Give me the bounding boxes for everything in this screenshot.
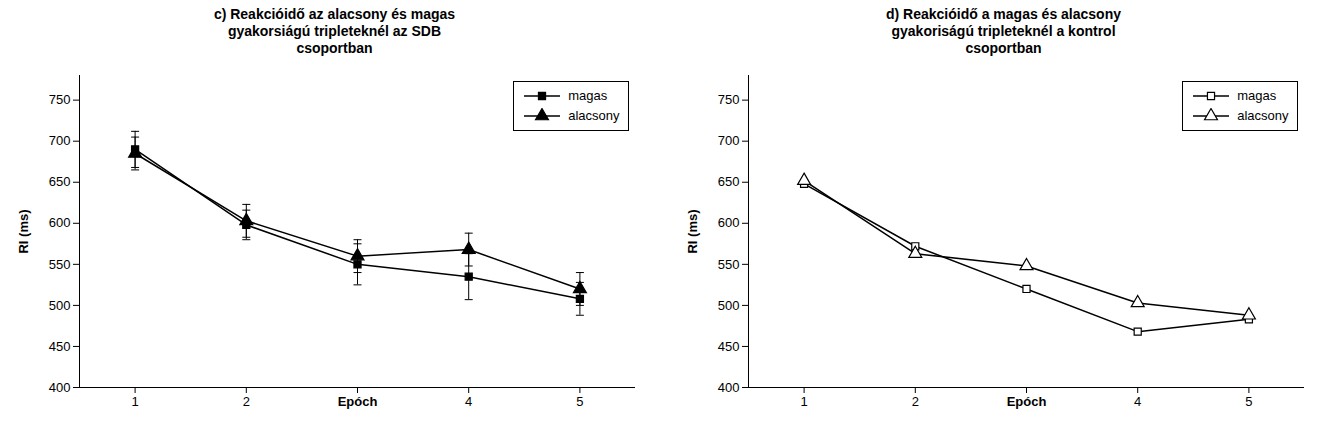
svg-text:650: 650	[717, 174, 739, 189]
html-text:alacsony: alacsony	[568, 108, 620, 123]
html-text:d) Reakcióidő a magas és alacs: d) Reakcióidő a magas és alacsony gyakor…	[886, 6, 1121, 56]
svg-text:700: 700	[717, 133, 739, 148]
svg-text:RI (ms): RI (ms)	[15, 209, 30, 253]
svg-text:450: 450	[717, 339, 739, 354]
svg-text:750: 750	[48, 92, 70, 107]
svg-text:400: 400	[717, 380, 739, 395]
svg-text:500: 500	[48, 298, 70, 313]
svg-text:650: 650	[48, 174, 70, 189]
html-text:magas: magas	[568, 88, 608, 103]
html-text:magas: magas	[1237, 88, 1277, 103]
svg-text:Epóch: Epóch	[337, 394, 377, 409]
svg-text:4: 4	[1134, 394, 1141, 409]
svg-text:600: 600	[717, 215, 739, 230]
svg-text:550: 550	[48, 257, 70, 272]
svg-text:RI (ms): RI (ms)	[684, 209, 699, 253]
svg-text:5: 5	[1245, 394, 1252, 409]
svg-text:1: 1	[131, 394, 138, 409]
svg-text:450: 450	[48, 339, 70, 354]
html-text:c) Reakcióidő az alacsony és m: c) Reakcióidő az alacsony és magas gyako…	[213, 6, 456, 56]
svg-text:2: 2	[242, 394, 249, 409]
svg-text:500: 500	[717, 298, 739, 313]
svg-text:Epóch: Epóch	[1006, 394, 1046, 409]
svg-text:5: 5	[576, 394, 583, 409]
svg-text:1: 1	[800, 394, 807, 409]
svg-text:700: 700	[48, 133, 70, 148]
svg-text:750: 750	[717, 92, 739, 107]
html-text:alacsony: alacsony	[1237, 108, 1289, 123]
svg-text:600: 600	[48, 215, 70, 230]
svg-text:4: 4	[465, 394, 472, 409]
svg-text:400: 400	[48, 380, 70, 395]
svg-text:550: 550	[717, 257, 739, 272]
svg-text:2: 2	[911, 394, 918, 409]
